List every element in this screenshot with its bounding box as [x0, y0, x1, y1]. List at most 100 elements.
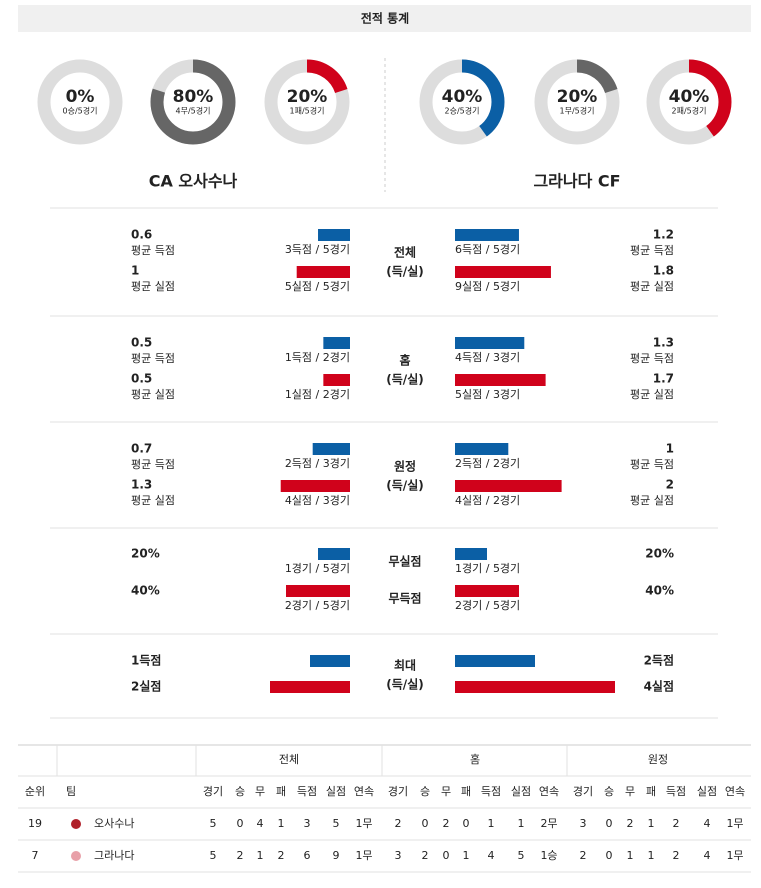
- column-header: 경기: [388, 785, 408, 798]
- column-header: 순위: [25, 785, 45, 798]
- column-header: 무: [255, 785, 265, 798]
- cell: 3: [580, 817, 587, 830]
- bar: [318, 548, 350, 560]
- column-header: 패: [646, 785, 656, 798]
- column-header: 실점: [326, 785, 346, 798]
- cell: 2: [395, 817, 402, 830]
- value: 20%: [131, 547, 160, 561]
- column-header: 득점: [297, 785, 317, 798]
- column-header: 연속: [539, 785, 559, 798]
- value-name: 평균 실점: [630, 494, 674, 507]
- cell: 5: [518, 849, 525, 862]
- bar: [455, 443, 509, 455]
- value: 1.2: [653, 228, 674, 242]
- value: 0.5: [131, 336, 152, 350]
- cell: 1무: [726, 849, 743, 862]
- donut-track: [37, 59, 123, 145]
- cell: 0: [237, 817, 244, 830]
- bar-caption: 5실점 / 3경기: [455, 388, 520, 401]
- value-name: 평균 실점: [131, 388, 175, 401]
- column-header: 승: [235, 785, 245, 798]
- team-name: 그라나다 CF: [533, 172, 620, 191]
- bar-caption: 5실점 / 5경기: [285, 280, 350, 293]
- donut-percent: 20%: [287, 87, 328, 107]
- section-sub: (득/실): [386, 372, 423, 387]
- bar: [455, 681, 615, 693]
- cell: 0: [422, 817, 429, 830]
- team-icon: [71, 851, 81, 861]
- bar: [296, 266, 350, 278]
- bar-caption: 1실점 / 2경기: [285, 388, 350, 401]
- cell: 4: [257, 817, 264, 830]
- cell: 1승: [540, 849, 557, 862]
- bar-caption: 2경기 / 5경기: [455, 599, 520, 612]
- value-name: 평균 득점: [630, 458, 674, 471]
- cell: 1: [278, 817, 285, 830]
- donut-sub: 1패/5경기: [290, 106, 325, 116]
- value: 0.7: [131, 442, 152, 456]
- donut-percent: 20%: [557, 87, 598, 107]
- value-name: 평균 실점: [131, 494, 175, 507]
- value-name: 평균 득점: [131, 244, 175, 257]
- cell: 4: [488, 849, 495, 862]
- bar-caption: 2득점 / 3경기: [285, 457, 350, 470]
- column-header: 실점: [697, 785, 717, 798]
- value-name: 평균 실점: [131, 280, 175, 293]
- donut-percent: 0%: [66, 87, 95, 107]
- value-name: 평균 득점: [630, 244, 674, 257]
- donut-sub: 0승/5경기: [63, 106, 98, 116]
- donut-percent: 40%: [442, 87, 483, 107]
- bar: [318, 229, 350, 241]
- column-header: 득점: [666, 785, 686, 798]
- team: 오사수나: [94, 817, 134, 830]
- column-header: 승: [604, 785, 614, 798]
- cell: 3: [395, 849, 402, 862]
- cell: 1: [488, 817, 495, 830]
- cell: 3: [304, 817, 311, 830]
- row-label: 무실점: [388, 554, 421, 569]
- bar-caption: 1경기 / 5경기: [455, 562, 520, 575]
- column-header: 실점: [511, 785, 531, 798]
- cell: 2: [237, 849, 244, 862]
- donut-arc: [150, 59, 236, 145]
- rank: 19: [28, 817, 42, 830]
- group-header: 전체: [279, 753, 299, 766]
- donut-sub: 2패/5경기: [672, 106, 707, 116]
- cell: 2: [278, 849, 285, 862]
- column-header: 연속: [354, 785, 374, 798]
- header-title: 전적 통계: [361, 11, 409, 26]
- value: 1.8: [653, 264, 674, 278]
- donut-percent: 40%: [669, 87, 710, 107]
- donut-sub: 2승/5경기: [445, 106, 480, 116]
- cell: 1무: [355, 817, 372, 830]
- donut-arc: [264, 59, 350, 145]
- donut-sub: 1무/5경기: [560, 106, 595, 116]
- bar: [323, 337, 350, 349]
- value: 40%: [131, 584, 160, 598]
- bar-caption: 2득점 / 2경기: [455, 457, 520, 470]
- bar: [455, 655, 535, 667]
- cell: 2: [443, 817, 450, 830]
- cell: 2: [627, 817, 634, 830]
- section-sub: (득/실): [386, 264, 423, 279]
- cell: 1: [648, 817, 655, 830]
- column-header: 패: [461, 785, 471, 798]
- value: 40%: [645, 584, 674, 598]
- bar: [455, 229, 519, 241]
- cell: 1무: [355, 849, 372, 862]
- cell: 2: [673, 849, 680, 862]
- value: 1득점: [131, 653, 161, 668]
- bar-caption: 1경기 / 5경기: [285, 562, 350, 575]
- bar: [323, 374, 350, 386]
- cell: 1: [648, 849, 655, 862]
- value-name: 평균 실점: [630, 280, 674, 293]
- cell: 0: [606, 817, 613, 830]
- bar: [455, 548, 487, 560]
- bar-caption: 1득점 / 2경기: [285, 351, 350, 364]
- row-label: 무득점: [388, 591, 421, 606]
- team: 그라나다: [94, 849, 134, 862]
- bar: [280, 480, 350, 492]
- donut-sub: 4무/5경기: [176, 106, 211, 116]
- team-name: CA 오사수나: [149, 172, 238, 191]
